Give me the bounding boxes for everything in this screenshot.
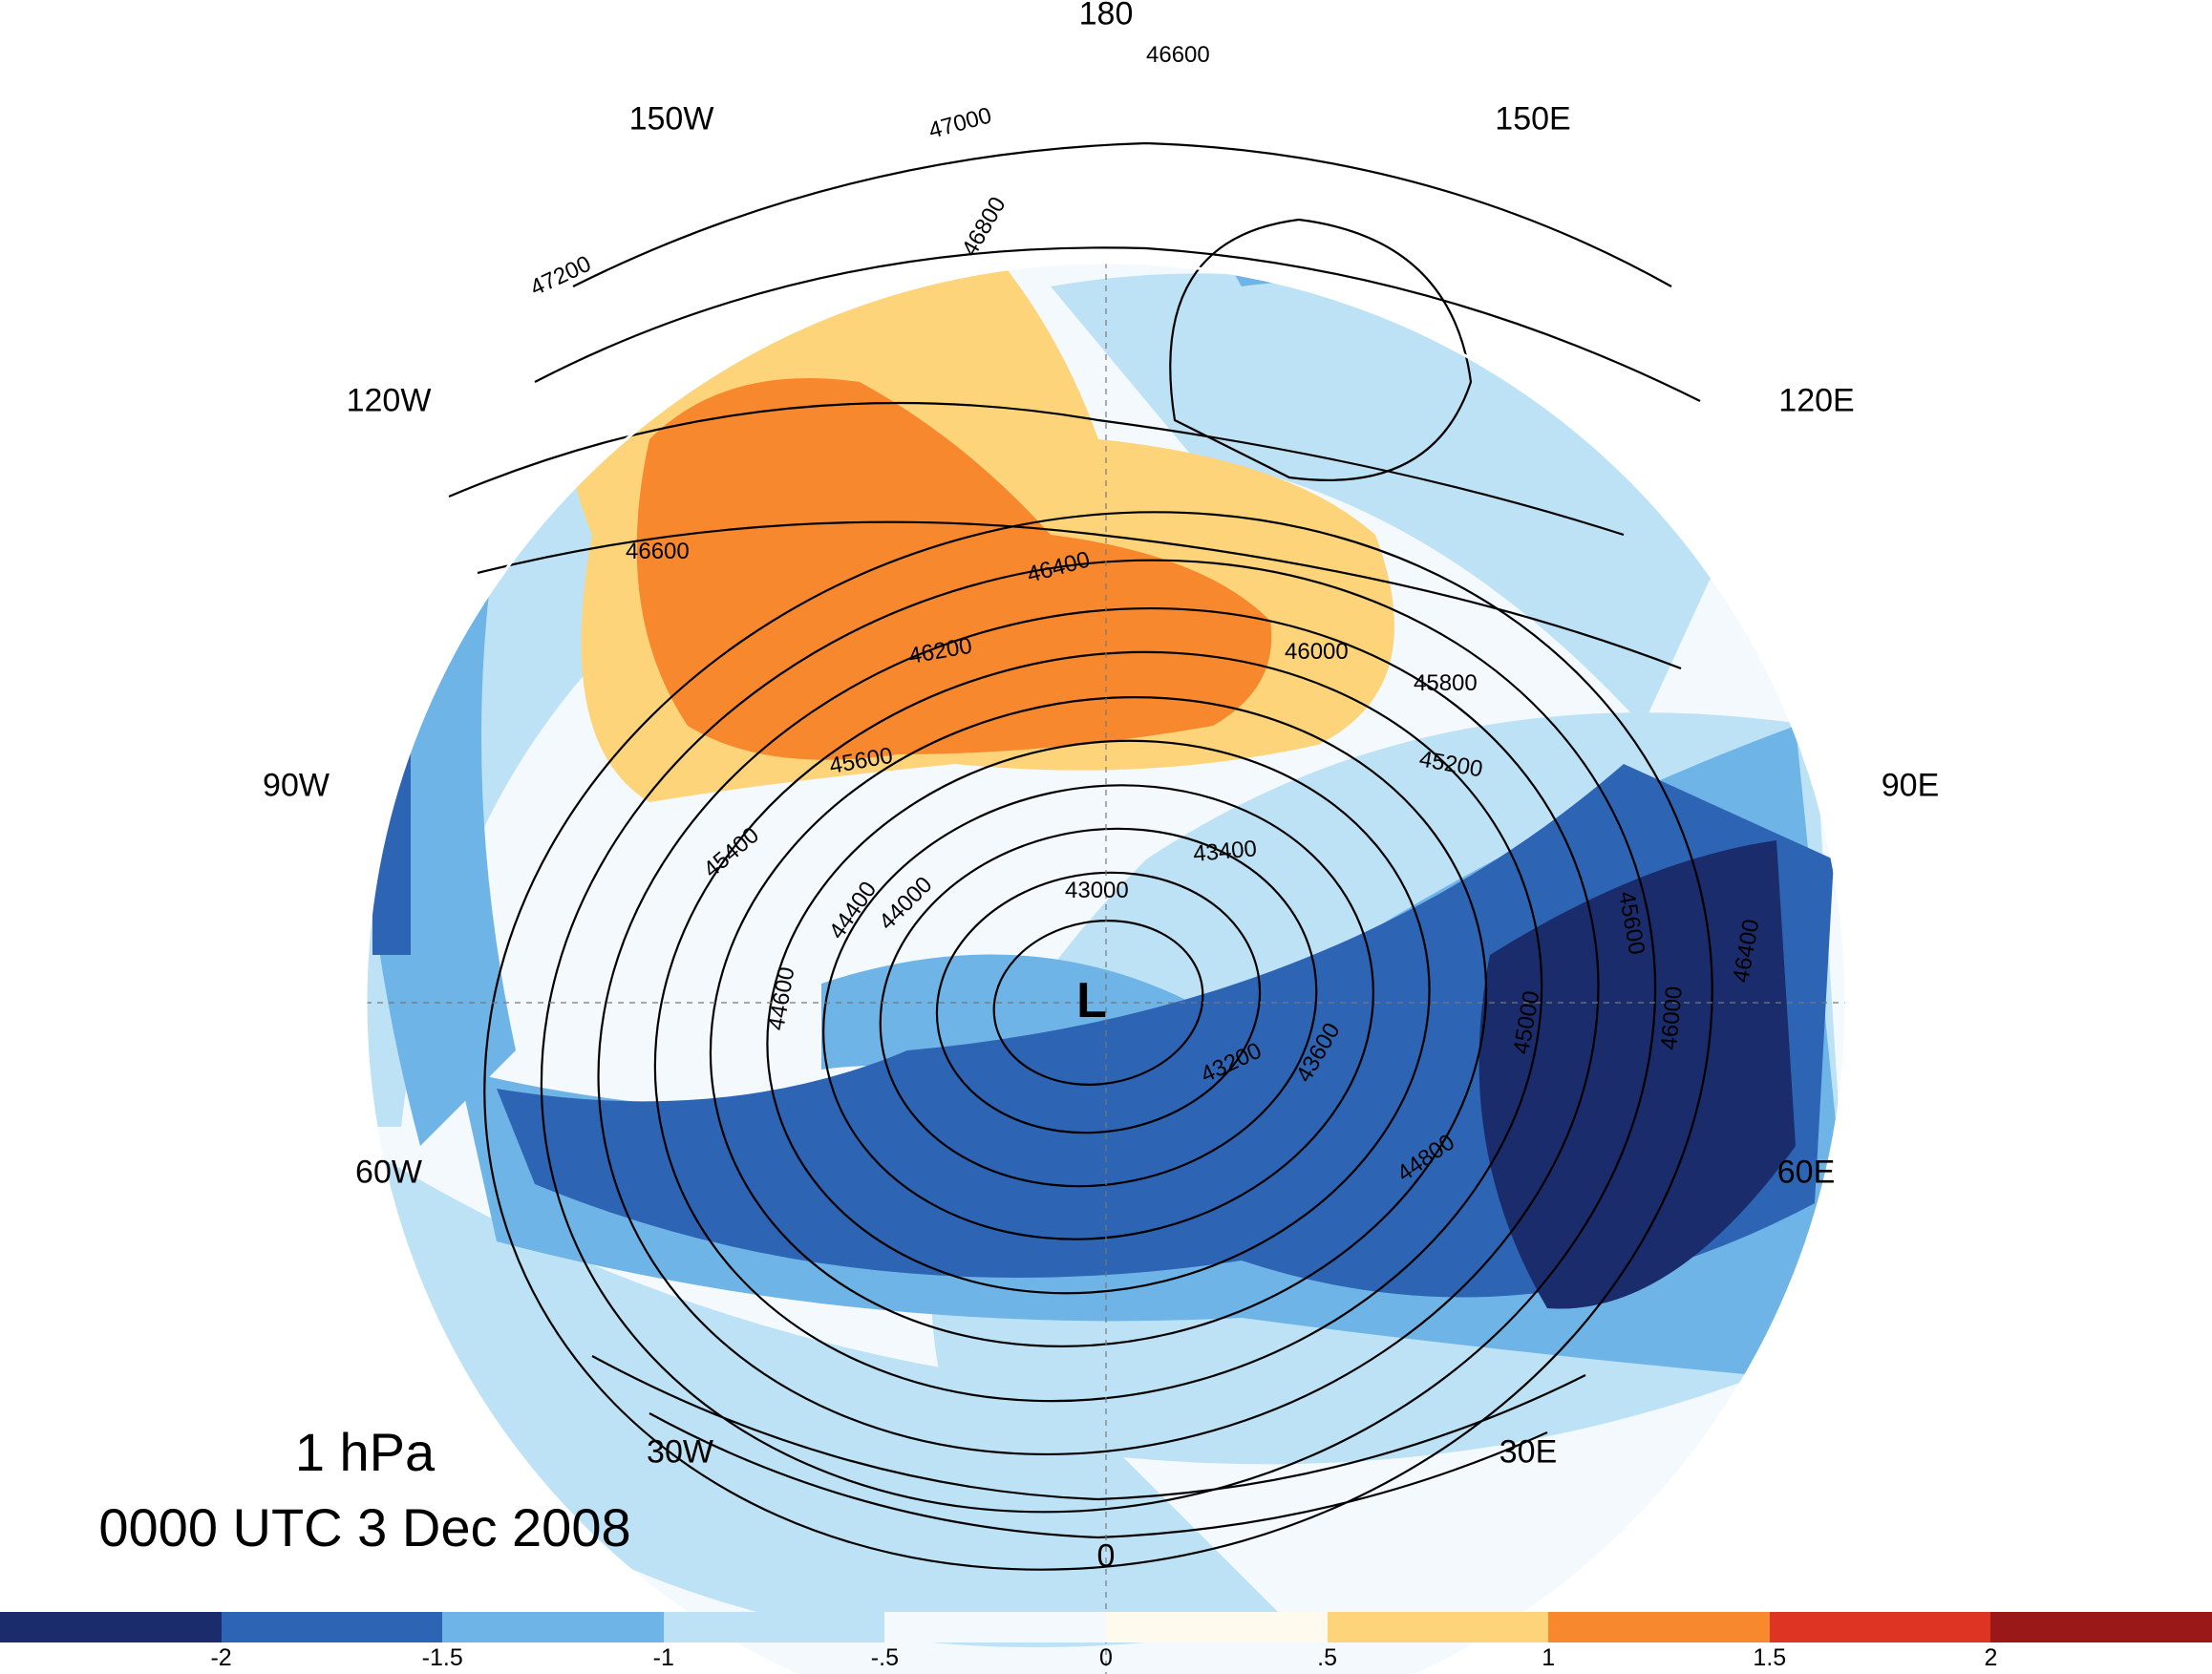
colorbar-segment [1769, 1612, 1991, 1642]
contour-label: 43000 [1065, 878, 1129, 903]
lon-label-60w: 60W [355, 1154, 422, 1191]
lon-label-120e: 120E [1778, 382, 1855, 419]
contour-label: 46600 [626, 539, 690, 564]
contour-label: 46600 [1146, 42, 1210, 68]
lon-label-180: 180 [1078, 0, 1134, 32]
colorbar-segment [1105, 1612, 1328, 1642]
title-pressure-level: 1 hPa [294, 1422, 436, 1482]
lon-label-60e: 60E [1776, 1154, 1836, 1191]
colorbar-tick-label: -1.5 [421, 1644, 463, 1671]
lon-label-150w: 150W [628, 100, 714, 138]
lon-label-30e: 30E [1499, 1433, 1558, 1471]
map-boundary [364, 261, 1848, 1674]
contour-label: 45800 [1414, 670, 1478, 696]
contour-label: 43400 [1192, 836, 1258, 867]
colorbar-segment [884, 1612, 1106, 1642]
colorbar-tick-label: -2 [210, 1644, 232, 1671]
contour-label: 47000 [926, 102, 994, 143]
colorbar-tick-label: 0 [1099, 1644, 1113, 1671]
colorbar-segment [1548, 1612, 1770, 1642]
colorbar-tick-label: 2 [1984, 1644, 1998, 1671]
colorbar-tick-label: 1.5 [1753, 1644, 1787, 1671]
colorbar-tick-label: -1 [652, 1644, 674, 1671]
height-contours [448, 141, 1713, 1571]
lon-label-90w: 90W [263, 767, 330, 804]
contour-label: 47200 [526, 251, 595, 302]
anomaly-lightblue-south [366, 1146, 1289, 1647]
colorbar [0, 1612, 2212, 1642]
anomaly-darkblue-west [372, 611, 411, 955]
colorbar-segment [1327, 1612, 1549, 1642]
low-pressure-marker: L [1076, 973, 1107, 1028]
anomaly-navy-east [1478, 840, 1796, 1309]
colorbar-segment [221, 1612, 443, 1642]
lon-label-120w: 120W [346, 382, 432, 419]
lon-label-30w: 30W [647, 1433, 713, 1471]
title-timestamp: 0000 UTC 3 Dec 2008 [98, 1497, 631, 1557]
contour-label: 46000 [1285, 639, 1349, 665]
lon-label-0: 0 [1096, 1537, 1116, 1575]
contour-label: 46000 [1656, 985, 1688, 1051]
colorbar-tick-label: -.5 [870, 1644, 899, 1671]
lon-label-150e: 150E [1495, 100, 1571, 138]
colorbar-tick-label: .5 [1317, 1644, 1338, 1671]
colorbar-segment [1990, 1612, 2212, 1642]
colorbar-segment [663, 1612, 885, 1642]
colorbar-segment [442, 1612, 664, 1642]
colorbar-segment [0, 1612, 222, 1642]
lon-label-90e: 90E [1881, 767, 1940, 804]
colorbar-tick-label: 1 [1542, 1644, 1556, 1671]
